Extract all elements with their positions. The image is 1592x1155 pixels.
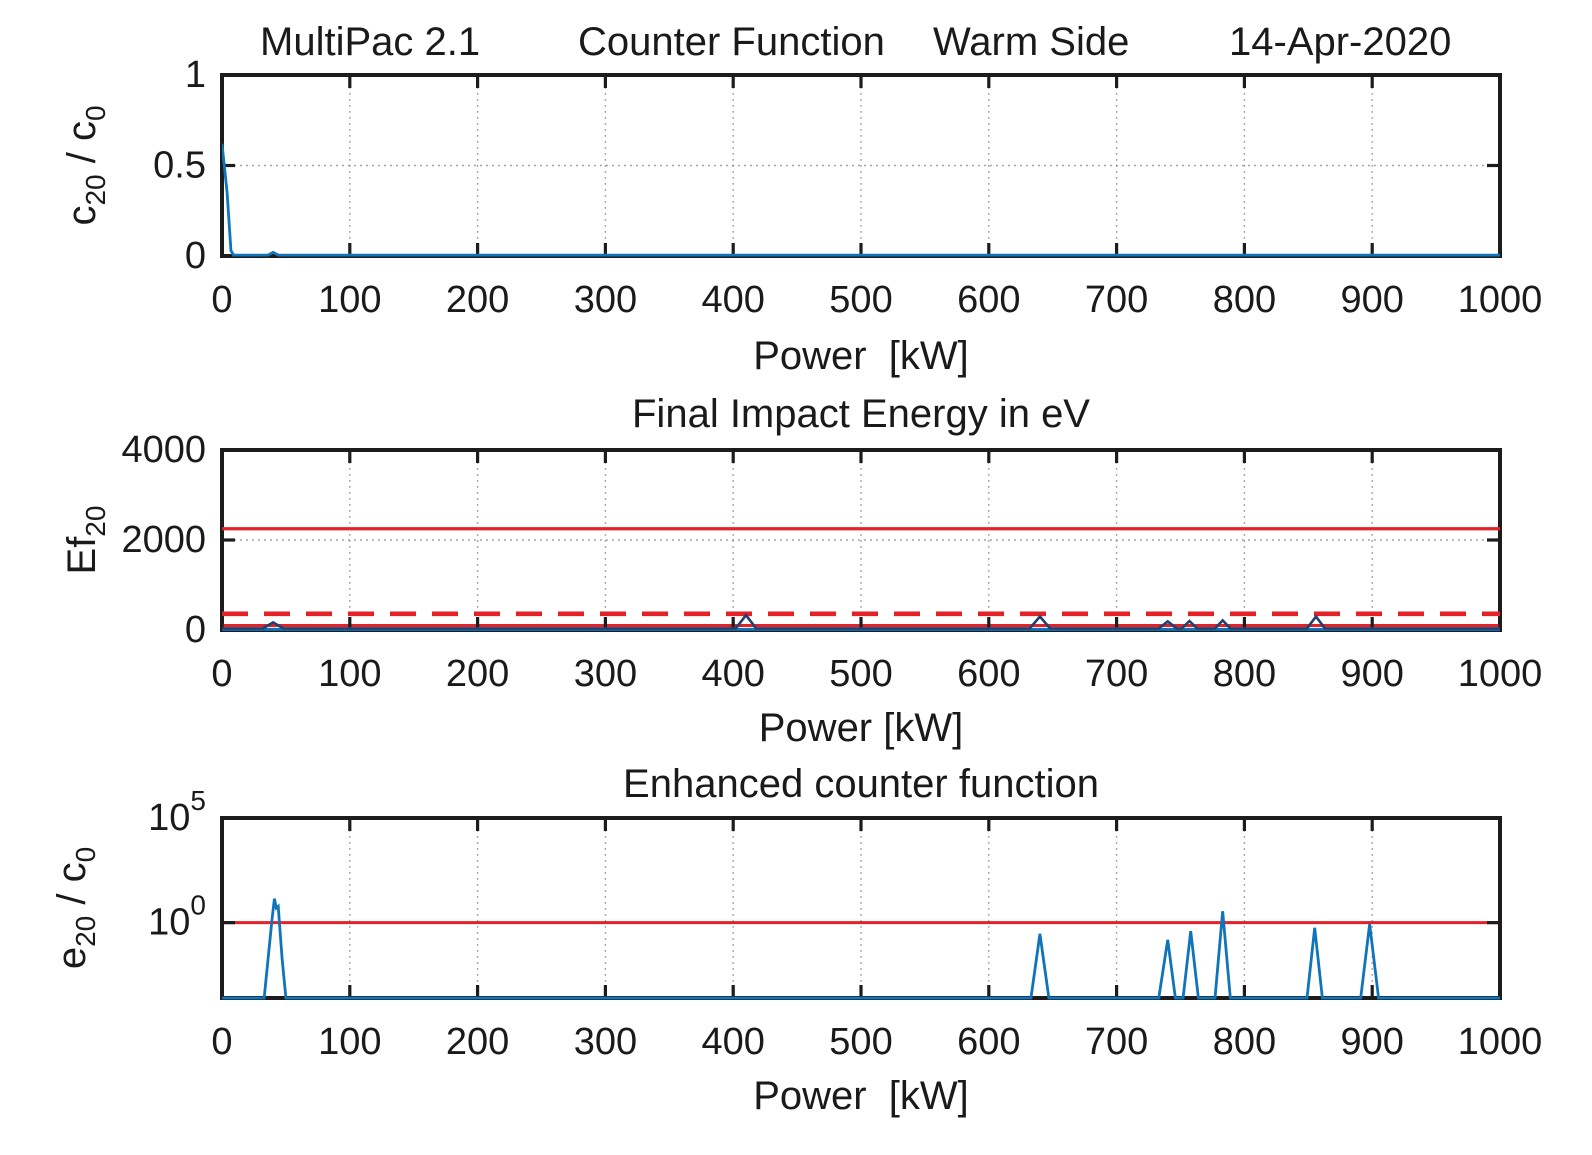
x-tick-label: 1000 — [1458, 1021, 1543, 1063]
x-tick-label: 0 — [211, 653, 232, 695]
x-axis-label: Power [kW] — [759, 706, 963, 750]
x-tick-label: 100 — [318, 653, 381, 695]
x-tick-label: 500 — [829, 1021, 892, 1063]
y-axis-label: c20 / c0 — [60, 105, 111, 225]
y-tick-label: 0 — [185, 235, 206, 277]
y-tick-label: 1 — [185, 54, 206, 96]
chart-title-part: 14-Apr-2020 — [1229, 20, 1451, 64]
enhanced-counter-line — [222, 898, 1500, 1000]
x-tick-label: 200 — [446, 279, 509, 321]
y-tick-label: 2000 — [121, 519, 206, 561]
chart-title-part: Warm Side — [933, 20, 1129, 64]
x-axis-label: Power [kW] — [753, 334, 969, 378]
x-tick-label: 700 — [1085, 279, 1148, 321]
y-tick-label: 105 — [148, 785, 206, 840]
y-tick-label: 0.5 — [153, 145, 206, 187]
counter-line — [222, 143, 1500, 257]
y-tick-label: 100 — [148, 889, 206, 944]
x-tick-label: 800 — [1213, 653, 1276, 695]
x-tick-label: 100 — [318, 1021, 381, 1063]
x-tick-label: 500 — [829, 279, 892, 321]
counter-function-chart: MultiPac 2.1 Counter Function Warm Side 14-… — [60, 20, 1542, 378]
y-axis-label: e20 / c0 — [50, 847, 101, 969]
x-tick-label: 1000 — [1458, 279, 1543, 321]
y-axis-label: Ef20 — [60, 506, 111, 575]
x-tick-label: 900 — [1340, 653, 1403, 695]
x-tick-label: 700 — [1085, 653, 1148, 695]
x-axis-label: Power [kW] — [753, 1074, 969, 1118]
x-tick-label: 900 — [1340, 279, 1403, 321]
x-tick-label: 400 — [701, 1021, 764, 1063]
x-tick-label: 400 — [701, 279, 764, 321]
x-tick-label: 300 — [574, 279, 637, 321]
chart-title: Enhanced counter function — [623, 762, 1099, 806]
y-tick-label: 4000 — [121, 429, 206, 471]
x-tick-label: 500 — [829, 653, 892, 695]
x-tick-label: 900 — [1340, 1021, 1403, 1063]
x-tick-label: 200 — [446, 653, 509, 695]
enhanced-counter-chart: Enhanced counter function 0 100 200 300 400 50… — [50, 762, 1542, 1118]
x-tick-label: 200 — [446, 1021, 509, 1063]
x-tick-label: 300 — [574, 653, 637, 695]
x-tick-label: 800 — [1213, 279, 1276, 321]
impact-energy-line — [222, 613, 1500, 630]
chart-title-part: MultiPac 2.1 — [260, 20, 480, 64]
x-tick-label: 0 — [211, 1021, 232, 1063]
chart-title-part: Counter Function — [578, 20, 885, 64]
x-tick-label: 700 — [1085, 1021, 1148, 1063]
x-tick-label: 800 — [1213, 1021, 1276, 1063]
x-tick-label: 600 — [957, 279, 1020, 321]
x-tick-label: 400 — [701, 653, 764, 695]
x-tick-label: 600 — [957, 1021, 1020, 1063]
chart-title: Final Impact Energy in eV — [632, 392, 1090, 436]
x-tick-label: 0 — [211, 279, 232, 321]
final-impact-energy-chart: Final Impact Energy in eV 0 100 200 300 400 50… — [60, 392, 1542, 750]
x-tick-label: 1000 — [1458, 653, 1543, 695]
x-tick-label: 300 — [574, 1021, 637, 1063]
x-tick-label: 100 — [318, 279, 381, 321]
x-tick-label: 600 — [957, 653, 1020, 695]
y-tick-label: 0 — [185, 609, 206, 651]
